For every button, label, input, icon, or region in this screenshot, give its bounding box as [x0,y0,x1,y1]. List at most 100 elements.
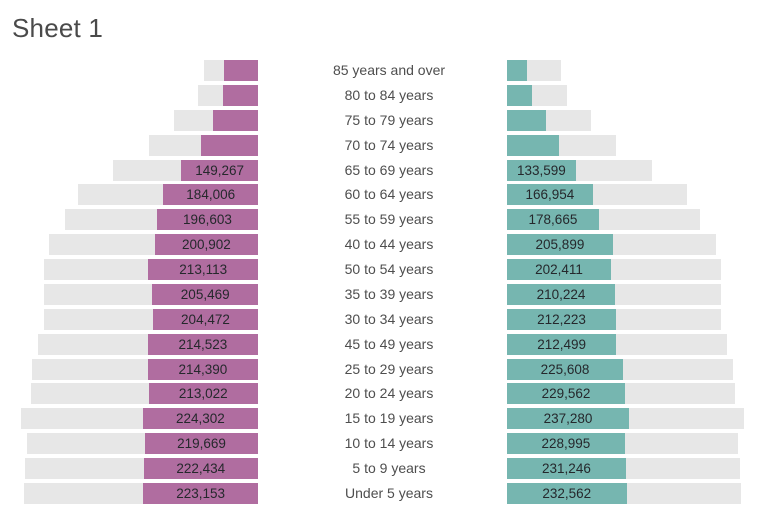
left-value-label: 214,390 [178,361,228,377]
age-label: 15 to 19 years [344,410,434,427]
right-gray-track[interactable] [623,358,734,380]
right-value-bar[interactable]: 205,899 [507,234,613,256]
right-bar-group [507,109,591,131]
right-gray-track[interactable] [531,84,567,106]
right-value-label: 212,223 [537,311,586,327]
left-value-bar[interactable]: 214,390 [147,358,258,380]
right-gray-track[interactable] [546,109,591,131]
right-value-bar[interactable] [507,134,559,156]
right-gray-track[interactable] [616,333,727,355]
right-value-bar[interactable]: 225,608 [507,358,623,380]
right-gray-track[interactable] [575,159,653,181]
right-gray-track[interactable] [598,209,700,231]
age-label: Under 5 years [345,484,433,501]
left-gray-track[interactable] [204,60,225,81]
right-value-label: 232,562 [542,485,592,501]
right-value-bar[interactable]: 133,599 [507,159,576,181]
right-value-bar[interactable]: 229,562 [507,383,625,405]
left-value-bar[interactable] [224,60,258,81]
right-bar-group: 178,665 [507,209,700,231]
right-gray-track[interactable] [625,458,741,480]
right-gray-track[interactable] [629,408,745,430]
left-gray-track[interactable] [31,358,148,380]
left-value-bar[interactable]: 223,153 [143,482,258,504]
left-value-bar[interactable]: 213,022 [148,383,258,405]
right-value-bar[interactable]: 178,665 [507,209,599,231]
left-bar-group: 184,006 [0,184,258,206]
left-gray-track[interactable] [30,383,149,405]
left-bar-group [0,109,258,131]
right-value-bar[interactable]: 166,954 [507,184,593,206]
left-value-label: 214,523 [178,336,228,352]
sheet-title: Sheet 1 [12,13,104,43]
right-gray-track[interactable] [527,60,561,81]
right-value-bar[interactable]: 231,246 [507,458,626,480]
left-value-bar[interactable] [213,109,258,131]
right-value-bar[interactable]: 212,223 [507,308,617,330]
left-gray-track[interactable] [27,433,146,455]
right-value-label: 228,995 [541,436,591,452]
right-value-bar[interactable] [507,109,547,131]
right-value-bar[interactable]: 232,562 [507,482,627,504]
right-gray-track[interactable] [611,259,721,281]
pyramid-row: 200,902 40 to 44 years 205,899 [0,234,768,256]
left-gray-track[interactable] [149,134,202,156]
left-gray-track[interactable] [48,234,155,256]
left-bar-group [0,84,258,106]
left-gray-track[interactable] [198,84,223,106]
right-gray-track[interactable] [624,433,738,455]
right-gray-track[interactable] [592,184,688,206]
right-value-bar[interactable] [507,84,532,106]
left-gray-track[interactable] [24,458,144,480]
left-value-bar[interactable]: 214,523 [147,333,258,355]
right-gray-track[interactable] [616,308,722,330]
left-value-bar[interactable]: 224,302 [142,408,258,430]
left-gray-track[interactable] [112,159,182,181]
right-value-bar[interactable]: 202,411 [507,259,612,281]
pyramid-row: 149,267 65 to 69 years 133,599 [0,159,768,181]
pyramid-row: 214,390 25 to 29 years 225,608 [0,358,768,380]
left-gray-track[interactable] [23,482,144,504]
age-label: 40 to 44 years [344,236,434,253]
left-value-label: 213,022 [178,386,228,402]
left-gray-track[interactable] [44,283,153,305]
left-value-label: 204,472 [181,311,230,327]
pyramid-row: 213,113 50 to 54 years 202,411 [0,259,768,281]
right-value-bar[interactable]: 210,224 [507,283,616,305]
left-bar-group [0,60,258,81]
pyramid-row: 80 to 84 years [0,84,768,106]
left-gray-track[interactable] [20,408,143,430]
left-gray-track[interactable] [77,184,164,206]
left-value-bar[interactable] [201,134,258,156]
right-gray-track[interactable] [626,482,742,504]
right-gray-track[interactable] [612,234,717,256]
left-value-bar[interactable]: 222,434 [143,458,258,480]
right-bar-group: 212,499 [507,333,727,355]
right-gray-track[interactable] [558,134,616,156]
left-gray-track[interactable] [65,209,157,231]
left-value-bar[interactable]: 200,902 [154,234,258,256]
pyramid-row: 222,434 5 to 9 years 231,246 [0,458,768,480]
left-value-bar[interactable]: 213,113 [148,259,258,281]
right-value-bar[interactable] [507,60,528,81]
age-label: 65 to 69 years [344,161,434,178]
left-value-bar[interactable]: 204,472 [152,308,258,330]
left-value-label: 224,302 [175,411,225,427]
left-value-bar[interactable]: 149,267 [181,159,258,181]
right-value-bar[interactable]: 237,280 [507,408,629,430]
right-gray-track[interactable] [625,383,735,405]
left-value-bar[interactable]: 219,669 [145,433,258,455]
right-value-bar[interactable]: 228,995 [507,433,625,455]
right-bar-group [507,84,567,106]
right-gray-track[interactable] [615,283,721,305]
right-value-bar[interactable]: 212,499 [507,333,617,355]
left-gray-track[interactable] [43,308,153,330]
left-gray-track[interactable] [44,259,149,281]
left-bar-group [0,134,258,156]
left-gray-track[interactable] [38,333,148,355]
left-value-bar[interactable]: 196,603 [156,209,258,231]
left-value-bar[interactable]: 184,006 [163,184,258,206]
left-gray-track[interactable] [174,109,214,131]
left-value-bar[interactable]: 205,469 [152,283,258,305]
left-value-bar[interactable] [223,84,258,106]
